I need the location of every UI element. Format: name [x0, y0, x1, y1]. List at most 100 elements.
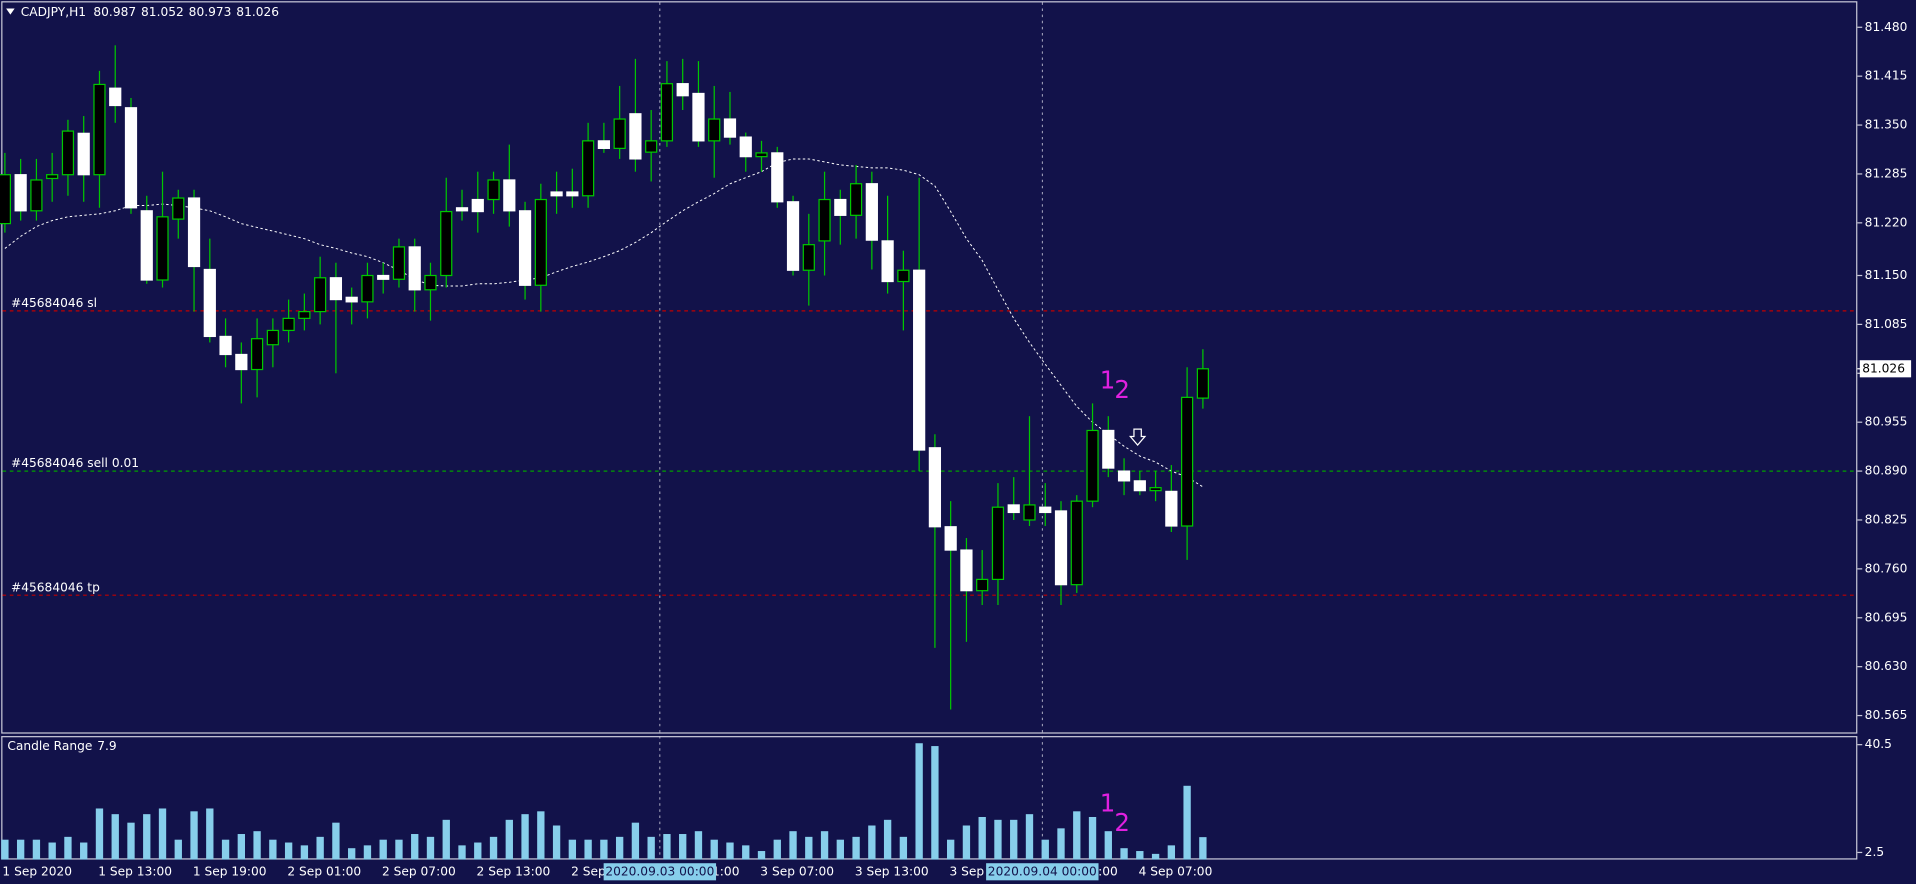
range-bar — [1199, 837, 1207, 860]
annotation: 1 — [1100, 365, 1116, 394]
candle-body — [250, 338, 264, 371]
range-bar — [489, 836, 498, 860]
annotation: 2 — [1114, 375, 1130, 404]
candle-body — [377, 274, 390, 280]
y-tick-label: 80.630 — [1865, 659, 1908, 673]
candle-body — [582, 140, 595, 197]
candle-body — [408, 246, 421, 291]
candle-body — [1007, 504, 1020, 514]
range-bar — [915, 743, 923, 860]
range-bar — [773, 839, 781, 860]
candle-body — [1196, 368, 1209, 399]
candle-body — [46, 174, 59, 180]
y-tick-label: 81.480 — [1865, 20, 1908, 34]
range-bar — [379, 839, 387, 860]
candle-body — [1165, 490, 1178, 527]
x-tick-label: 1 Sep 2020 — [2, 864, 72, 878]
range-bar — [899, 836, 908, 860]
x-tick-label: 2 Sep 13:00 — [477, 864, 551, 878]
candle-body — [818, 198, 831, 242]
range-bar — [363, 845, 372, 860]
candle-body — [534, 198, 547, 286]
x-tick-label: 2 Sep 01:00 — [287, 864, 361, 878]
range-bar — [316, 836, 324, 860]
order-label: #45684046 sl — [11, 296, 97, 310]
range-bar — [95, 808, 104, 860]
current-price-label: 81.026 — [1862, 361, 1905, 375]
x-tick-label: 1 Sep 13:00 — [98, 864, 172, 878]
header-high: 81.052 — [141, 5, 184, 19]
range-bar — [1025, 814, 1034, 860]
range-bar — [537, 811, 545, 860]
header-close: 81.026 — [236, 5, 279, 19]
range-bar — [1088, 816, 1097, 860]
candle-body — [503, 179, 516, 212]
y-tick-label: 80.890 — [1865, 464, 1908, 478]
candle-body — [786, 201, 800, 271]
candle-body — [692, 92, 705, 142]
range-bar — [16, 839, 25, 860]
range-bar — [300, 845, 309, 860]
range-bar — [1167, 845, 1176, 860]
candle-body — [849, 183, 863, 216]
range-bar — [757, 851, 766, 860]
y-tick-label: 80.695 — [1865, 610, 1908, 624]
range-bar — [1183, 785, 1191, 860]
range-bar — [931, 746, 939, 860]
candle-body — [282, 317, 295, 332]
range-bar — [600, 839, 608, 860]
candle-body — [235, 353, 248, 371]
candle-body — [660, 83, 674, 142]
candle-body — [976, 578, 989, 592]
candle-body — [613, 118, 626, 149]
range-bar — [111, 814, 119, 860]
range-bar — [253, 831, 261, 860]
range-bar — [805, 836, 813, 860]
y-tick-label: 80.760 — [1865, 561, 1908, 575]
range-bar — [48, 842, 56, 860]
candle-body — [219, 335, 232, 356]
crosshair-label-box — [986, 863, 1099, 881]
candle-body — [156, 216, 169, 281]
range-bar — [568, 839, 577, 860]
candle-body — [960, 549, 973, 592]
range-bar — [1104, 831, 1112, 860]
range-bar — [190, 811, 198, 860]
candle-body — [471, 198, 484, 213]
menu-triangle[interactable] — [6, 8, 15, 15]
range-bar — [237, 834, 245, 860]
range-bar — [852, 836, 860, 860]
range-bar — [742, 845, 750, 860]
current-price-box — [1859, 360, 1912, 378]
candle-body — [30, 179, 43, 212]
range-bar — [442, 819, 450, 860]
range-bar — [836, 839, 844, 860]
range-bar — [1136, 851, 1144, 860]
candle-body — [424, 274, 437, 291]
range-bar — [663, 834, 671, 860]
candle-body — [124, 107, 138, 209]
candle-body — [440, 210, 453, 277]
header-low: 80.973 — [189, 5, 232, 19]
y-tick-label: 81.150 — [1865, 268, 1908, 282]
candle-body — [991, 506, 1005, 581]
candle-body — [1039, 506, 1052, 514]
candle-body — [645, 140, 658, 153]
range-bar — [962, 825, 971, 860]
candle-body — [566, 191, 579, 197]
crosshair-label: 2020.09.04 00:00 — [988, 864, 1097, 878]
x-tick-label: 3 Sep 13:00 — [855, 864, 929, 878]
candle-body — [1149, 487, 1162, 492]
range-bar — [458, 845, 466, 860]
symbol-title: CADJPY,H1 — [21, 5, 86, 19]
range-bar — [789, 831, 797, 860]
candle-body — [203, 268, 216, 338]
candle-body — [865, 183, 878, 241]
y-tick-label: 81.220 — [1865, 215, 1908, 229]
candle-body — [266, 329, 279, 346]
candle-body — [77, 132, 90, 176]
range-bar — [206, 808, 214, 860]
range-bar — [726, 842, 734, 860]
range-bar — [647, 836, 655, 860]
